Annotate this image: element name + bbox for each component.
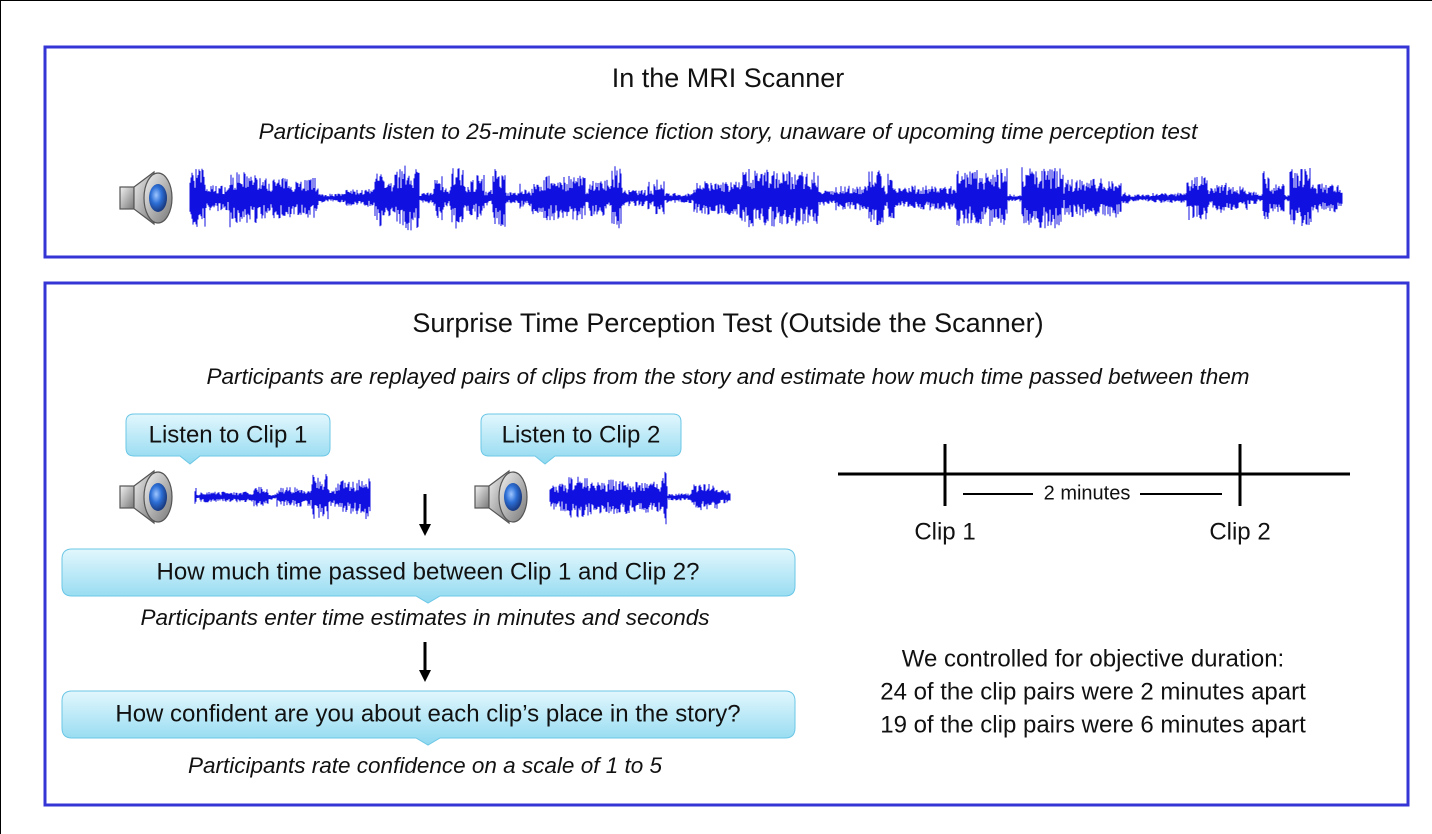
question: How much time passed between Clip 1 and …: [157, 558, 700, 585]
panel-subtitle: Participants listen to 25-minute science…: [259, 119, 1200, 144]
note: Participants rate confidence on a scale …: [188, 753, 663, 778]
clip-label: Clip 1: [914, 518, 975, 545]
note: Participants enter time estimates in min…: [140, 605, 709, 630]
clip-button[interactable]: [480, 413, 682, 465]
control-line: We controlled for objective duration:: [902, 645, 1284, 672]
arrow: [419, 642, 431, 682]
control-line: 24 of the clip pairs were 2 minutes apar…: [880, 678, 1306, 705]
panel-title: Surprise Time Perception Test (Outside t…: [412, 308, 1043, 338]
question-box: [61, 548, 796, 604]
question-box: [61, 690, 796, 746]
clip-label: Clip 2: [1209, 518, 1270, 545]
waveform-path: [189, 165, 1343, 231]
control-text: We controlled for objective duration: 24 …: [880, 645, 1306, 738]
question: How confident are you about each clip’s …: [115, 700, 740, 727]
clip-button[interactable]: [125, 413, 331, 465]
speaker-icon: [119, 470, 173, 524]
panel-title: In the MRI Scanner: [612, 63, 845, 93]
clip-button-label: Listen to Clip 2: [502, 421, 661, 448]
speaker-icon: [119, 171, 173, 225]
waveform: [194, 474, 371, 520]
arrow: [419, 494, 431, 536]
waveform: [189, 165, 1343, 231]
panel: [43, 281, 1410, 807]
timeline: [838, 444, 1350, 506]
panel: [43, 45, 1410, 259]
speaker-icon: [474, 470, 528, 524]
waveform-path: [194, 474, 371, 520]
waveform-path: [549, 471, 731, 525]
interval-label: 2 minutes: [1044, 482, 1131, 504]
panel-subtitle: Participants are replayed pairs of clips…: [207, 364, 1250, 389]
clip-button-label: Listen to Clip 1: [149, 421, 308, 448]
waveform: [549, 471, 731, 525]
control-line: 19 of the clip pairs were 6 minutes apar…: [880, 711, 1306, 738]
